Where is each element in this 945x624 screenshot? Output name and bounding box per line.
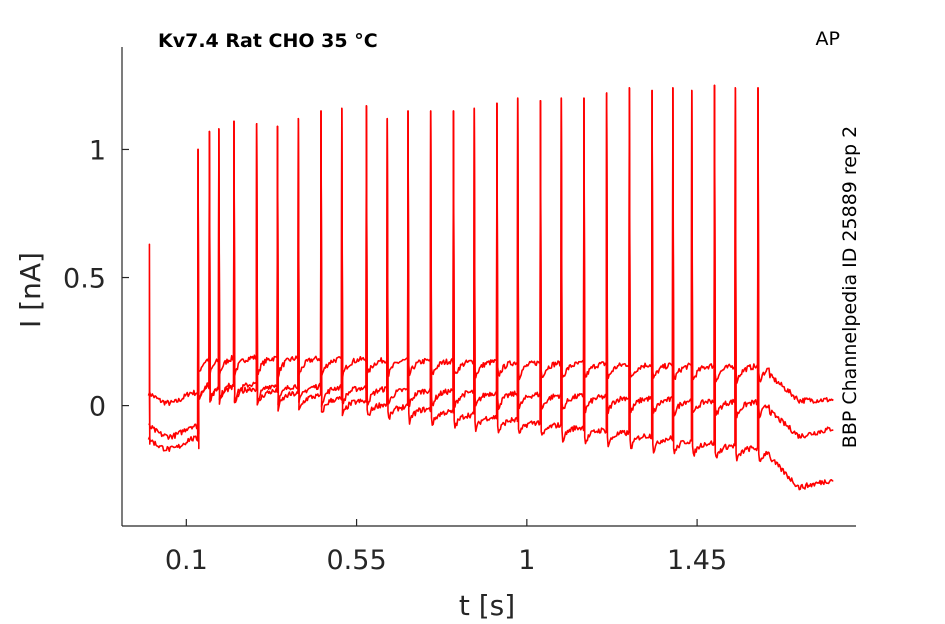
x-tick-label: 0.1 bbox=[165, 545, 208, 576]
x-tick-label: 0.55 bbox=[327, 545, 387, 576]
x-axis-label: t [s] bbox=[459, 589, 515, 622]
y-axis-label: I [nA] bbox=[14, 252, 47, 328]
y-tick-label: 1 bbox=[89, 135, 106, 166]
y-tick-label: 0 bbox=[89, 392, 106, 423]
protocol-label: AP bbox=[816, 28, 840, 50]
trace-group bbox=[147, 84, 834, 491]
x-tick-label: 1 bbox=[518, 545, 535, 576]
current-trace-3 bbox=[147, 84, 834, 491]
y-tick-group: 00.51 bbox=[63, 135, 129, 423]
y-tick-label: 0.5 bbox=[63, 264, 106, 295]
x-tick-label: 1.45 bbox=[667, 545, 727, 576]
chart-title: Kv7.4 Rat CHO 35 °C bbox=[158, 30, 378, 52]
source-label: BBP Channelpedia ID 25889 rep 2 bbox=[839, 126, 861, 448]
x-tick-group: 0.1 0.55 1 1.45 bbox=[165, 519, 727, 576]
